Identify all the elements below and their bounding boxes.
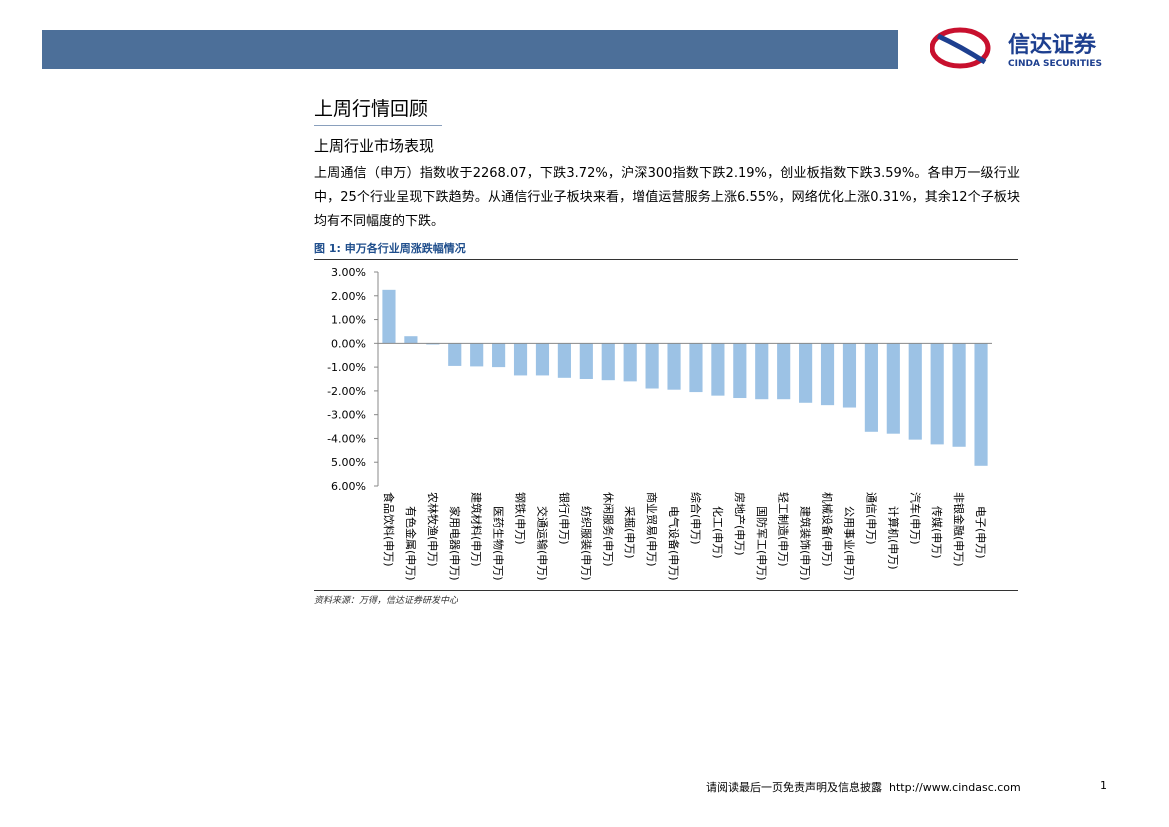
bar [886, 343, 900, 434]
x-tick-label: 化工(申万) [711, 506, 725, 559]
bar [733, 343, 747, 399]
y-tick-label: -1.00% [327, 361, 366, 374]
x-tick-label: 有色金属(申万) [404, 506, 418, 581]
bar [974, 343, 988, 466]
x-tick-label: 机械设备(申万) [821, 492, 835, 567]
x-tick-label: 银行(申万) [557, 492, 571, 545]
bar [711, 343, 725, 396]
chart: 3.00% 2.00% 1.00% 0.00% -1.00% -2.00% -3.00% -4… [327, 266, 992, 581]
x-tick-label: 综合(申万) [689, 492, 703, 545]
x-tick-label: 通信(申万) [864, 492, 877, 545]
bar [864, 343, 878, 432]
bar [842, 343, 857, 408]
url: http://www.cindasc.com [889, 781, 1021, 794]
bar [492, 343, 506, 368]
logo-mark [930, 27, 991, 69]
bar [470, 343, 484, 367]
x-tick-label: 采掘(申万) [623, 506, 637, 559]
disclaimer: 请阅读最后一页免责声明及信息披露 [706, 781, 882, 794]
x-tick-label: 电子(申万) [974, 506, 987, 559]
x-tick-label: 汽车(申万) [908, 492, 922, 545]
bar [404, 336, 418, 344]
x-tick-label: 建筑装饰(申万) [799, 506, 813, 581]
bar [820, 343, 835, 406]
x-tick-label: 医药生物(申万) [492, 506, 506, 581]
logo-en: CINDA SECURITIES [1008, 59, 1102, 69]
bar [755, 343, 769, 400]
header-bar [42, 30, 898, 69]
bar [557, 343, 571, 378]
bar [448, 343, 462, 366]
x-tick-label: 食品饮料(申万) [382, 492, 396, 567]
x-tick-label: 房地产(申万) [733, 492, 747, 556]
x-tick-label: 纺织服装(申万) [579, 506, 593, 581]
bar [952, 343, 966, 447]
bar [426, 343, 440, 345]
x-tick-label: 交通运输(申万) [535, 506, 549, 581]
page-number: 1 [1100, 779, 1107, 792]
x-tick-label: 计算机(申万) [886, 506, 900, 570]
y-tick-label: 2.00% [331, 290, 366, 303]
footer: 请阅读最后一页免责声明及信息披露 http://www.cindasc.com [706, 779, 1021, 795]
bar [513, 343, 528, 376]
bar [535, 343, 550, 376]
bar [645, 343, 659, 389]
bar [777, 343, 791, 400]
bar [601, 343, 615, 381]
source: 资料来源：万得，信达证券研发中心 [314, 590, 1018, 606]
x-tick-label: 公用事业(申万) [842, 506, 855, 581]
bar [623, 343, 637, 382]
x-tick-label: 家用电器(申万) [448, 506, 462, 581]
x-tick-label: 国防军工(申万) [755, 506, 769, 581]
section-title: 上周行情回顾 [314, 94, 442, 126]
logo: 信达证券 CINDA SECURITIES [930, 27, 1102, 69]
figure-caption: 图 1: 申万各行业周涨跌幅情况 [314, 240, 1018, 260]
x-tick-label: 商业贸易(申万) [645, 492, 659, 567]
x-tick-label: 轻工制造(申万) [777, 492, 791, 567]
bar [579, 343, 593, 379]
y-tick-label: 6.00% [331, 480, 366, 493]
logo-stroke [936, 33, 987, 65]
y-tick-label: 3.00% [331, 266, 366, 279]
bar [667, 343, 681, 390]
y-tick-label: -2.00% [327, 385, 366, 398]
bar [689, 343, 703, 393]
paragraph: 上周通信（申万）指数收于2268.07，下跌3.72%，沪深300指数下跌2.1… [314, 166, 1020, 229]
bar [930, 343, 944, 445]
x-tick-label: 传媒(申万) [930, 506, 943, 559]
bar [908, 343, 922, 440]
x-tick-label: 钢铁(申万) [514, 492, 527, 545]
y-tick-label: -3.00% [327, 409, 366, 422]
bar [382, 289, 396, 344]
x-tick-label: 非银金融(申万) [952, 492, 966, 567]
x-tick-label: 农林牧渔(申万) [426, 492, 440, 567]
x-tick-label: 电气设备(申万) [667, 506, 681, 581]
y-tick-label: 0.00% [331, 337, 366, 350]
subsection-title: 上周行业市场表现 [314, 137, 435, 155]
bar [799, 343, 813, 403]
x-tick-label: 休闲服务(申万) [601, 492, 615, 567]
y-tick-label: 1.00% [331, 314, 366, 327]
logo-cn: 信达证券 [1008, 32, 1097, 58]
y-tick-label: -4.00% [327, 432, 366, 445]
x-tick-label: 建筑材料(申万) [470, 492, 484, 567]
y-tick-label: 5.00% [331, 456, 366, 469]
